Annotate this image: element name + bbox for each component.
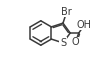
Text: OH: OH	[77, 20, 92, 30]
Text: O: O	[72, 37, 79, 47]
Text: S: S	[60, 38, 66, 48]
Text: Br: Br	[61, 7, 72, 17]
